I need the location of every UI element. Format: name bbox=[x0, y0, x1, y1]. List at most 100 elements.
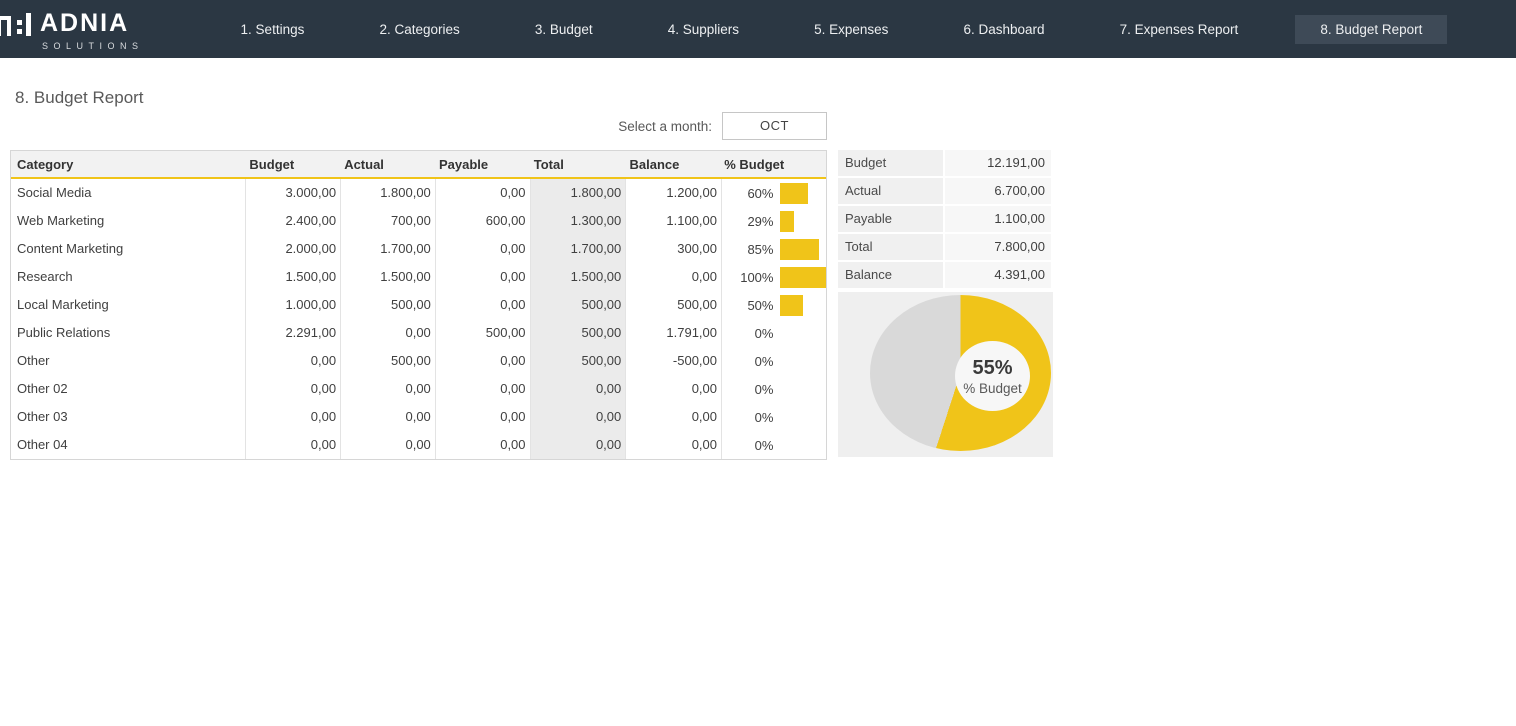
column-header-actual: Actual bbox=[340, 157, 435, 172]
pct-value: 0% bbox=[722, 326, 773, 341]
cell-pct-budget: 0% bbox=[721, 403, 826, 431]
page-title: 8. Budget Report bbox=[15, 88, 144, 108]
cell-category: Other bbox=[11, 347, 245, 375]
cell-total: 500,00 bbox=[530, 347, 626, 375]
pct-bar-zone bbox=[780, 295, 826, 316]
summary-row: Balance4.391,00 bbox=[838, 262, 1053, 290]
cell-balance: 1.791,00 bbox=[625, 319, 721, 347]
pct-value: 0% bbox=[722, 354, 773, 369]
top-navigation-bar: ADNIA SOLUTIONS 1. Settings 2. Categories… bbox=[0, 0, 1516, 58]
cell-budget: 0,00 bbox=[245, 347, 340, 375]
pct-data-bar bbox=[780, 239, 819, 260]
cell-pct-budget: 29% bbox=[721, 207, 826, 235]
cell-balance: -500,00 bbox=[625, 347, 721, 375]
pct-value: 100% bbox=[722, 270, 773, 285]
table-row: Other 040,000,000,000,000,000% bbox=[11, 431, 826, 459]
cell-balance: 0,00 bbox=[625, 375, 721, 403]
cell-category: Local Marketing bbox=[11, 291, 245, 319]
cell-category: Other 03 bbox=[11, 403, 245, 431]
summary-row: Budget12.191,00 bbox=[838, 150, 1053, 178]
cell-pct-budget: 0% bbox=[721, 375, 826, 403]
table-row: Other0,00500,000,00500,00-500,000% bbox=[11, 347, 826, 375]
adnia-logo-mark-icon bbox=[0, 0, 36, 58]
cell-actual: 0,00 bbox=[340, 319, 435, 347]
cell-budget: 0,00 bbox=[245, 403, 340, 431]
summary-label-payable: Payable bbox=[838, 206, 945, 232]
nav-tab-2[interactable]: 2. Categories bbox=[361, 15, 477, 44]
cell-payable: 500,00 bbox=[435, 319, 530, 347]
donut-ring: 55% % Budget bbox=[870, 295, 1051, 451]
summary-value-balance: 4.391,00 bbox=[945, 262, 1051, 288]
nav-tab-6[interactable]: 6. Dashboard bbox=[946, 15, 1063, 44]
pct-value: 0% bbox=[722, 382, 773, 397]
month-selector-label: Select a month: bbox=[520, 119, 712, 134]
nav-tab-4[interactable]: 4. Suppliers bbox=[650, 15, 757, 44]
cell-balance: 0,00 bbox=[625, 263, 721, 291]
cell-pct-budget: 60% bbox=[721, 179, 826, 207]
cell-category: Public Relations bbox=[11, 319, 245, 347]
cell-total: 0,00 bbox=[530, 431, 626, 459]
pct-bar-zone bbox=[780, 211, 826, 232]
cell-payable: 0,00 bbox=[435, 403, 530, 431]
pct-data-bar bbox=[780, 211, 793, 232]
summary-label-actual: Actual bbox=[838, 178, 945, 204]
month-select[interactable]: OCT bbox=[722, 112, 827, 140]
cell-pct-budget: 0% bbox=[721, 347, 826, 375]
cell-total: 500,00 bbox=[530, 291, 626, 319]
cell-total: 1.500,00 bbox=[530, 263, 626, 291]
summary-row: Payable1.100,00 bbox=[838, 206, 1053, 234]
pct-bar-zone bbox=[780, 435, 826, 456]
table-row: Content Marketing2.000,001.700,000,001.7… bbox=[11, 235, 826, 263]
nav-tabs: 1. Settings 2. Categories 3. Budget 4. Supp… bbox=[203, 0, 1467, 58]
nav-tab-8[interactable]: 8. Budget Report bbox=[1295, 15, 1447, 44]
cell-payable: 0,00 bbox=[435, 263, 530, 291]
summary-label-budget: Budget bbox=[838, 150, 945, 176]
pct-value: 0% bbox=[722, 438, 773, 453]
summary-label-total: Total bbox=[838, 234, 945, 260]
summary-value-total: 7.800,00 bbox=[945, 234, 1051, 260]
cell-actual: 1.700,00 bbox=[340, 235, 435, 263]
donut-center: 55% % Budget bbox=[955, 341, 1030, 411]
cell-budget: 2.000,00 bbox=[245, 235, 340, 263]
cell-actual: 0,00 bbox=[340, 431, 435, 459]
table-row: Local Marketing1.000,00500,000,00500,005… bbox=[11, 291, 826, 319]
nav-tab-7[interactable]: 7. Expenses Report bbox=[1102, 15, 1257, 44]
nav-tab-1[interactable]: 1. Settings bbox=[223, 15, 323, 44]
donut-caption: % Budget bbox=[963, 381, 1022, 396]
table-row: Web Marketing2.400,00700,00600,001.300,0… bbox=[11, 207, 826, 235]
cell-total: 0,00 bbox=[530, 375, 626, 403]
nav-tab-3[interactable]: 3. Budget bbox=[517, 15, 611, 44]
table-body: Social Media3.000,001.800,000,001.800,00… bbox=[11, 179, 826, 459]
cell-budget: 0,00 bbox=[245, 431, 340, 459]
cell-total: 0,00 bbox=[530, 403, 626, 431]
cell-budget: 0,00 bbox=[245, 375, 340, 403]
cell-actual: 0,00 bbox=[340, 375, 435, 403]
pct-bar-zone bbox=[780, 351, 826, 372]
cell-budget: 1.000,00 bbox=[245, 291, 340, 319]
pct-data-bar bbox=[780, 267, 826, 288]
cell-category: Content Marketing bbox=[11, 235, 245, 263]
pct-value: 85% bbox=[722, 242, 773, 257]
cell-pct-budget: 0% bbox=[721, 319, 826, 347]
column-header-total: Total bbox=[530, 157, 626, 172]
cell-actual: 0,00 bbox=[340, 403, 435, 431]
summary-row: Total7.800,00 bbox=[838, 234, 1053, 262]
adnia-logo: ADNIA SOLUTIONS bbox=[0, 0, 230, 58]
pct-value: 50% bbox=[722, 298, 773, 313]
summary-row: Actual6.700,00 bbox=[838, 178, 1053, 206]
nav-tab-5[interactable]: 5. Expenses bbox=[796, 15, 906, 44]
column-header-budget: Budget bbox=[245, 157, 340, 172]
column-header-payable: Payable bbox=[435, 157, 530, 172]
cell-balance: 1.200,00 bbox=[625, 179, 721, 207]
pct-data-bar bbox=[780, 183, 807, 204]
table-row: Social Media3.000,001.800,000,001.800,00… bbox=[11, 179, 826, 207]
column-header--budget: % Budget bbox=[721, 157, 826, 172]
logo-subtitle: SOLUTIONS bbox=[42, 41, 144, 51]
pct-data-bar bbox=[780, 295, 803, 316]
cell-category: Research bbox=[11, 263, 245, 291]
summary-value-actual: 6.700,00 bbox=[945, 178, 1051, 204]
logo-name: ADNIA bbox=[40, 11, 144, 36]
cell-payable: 0,00 bbox=[435, 291, 530, 319]
cell-payable: 600,00 bbox=[435, 207, 530, 235]
cell-balance: 300,00 bbox=[625, 235, 721, 263]
